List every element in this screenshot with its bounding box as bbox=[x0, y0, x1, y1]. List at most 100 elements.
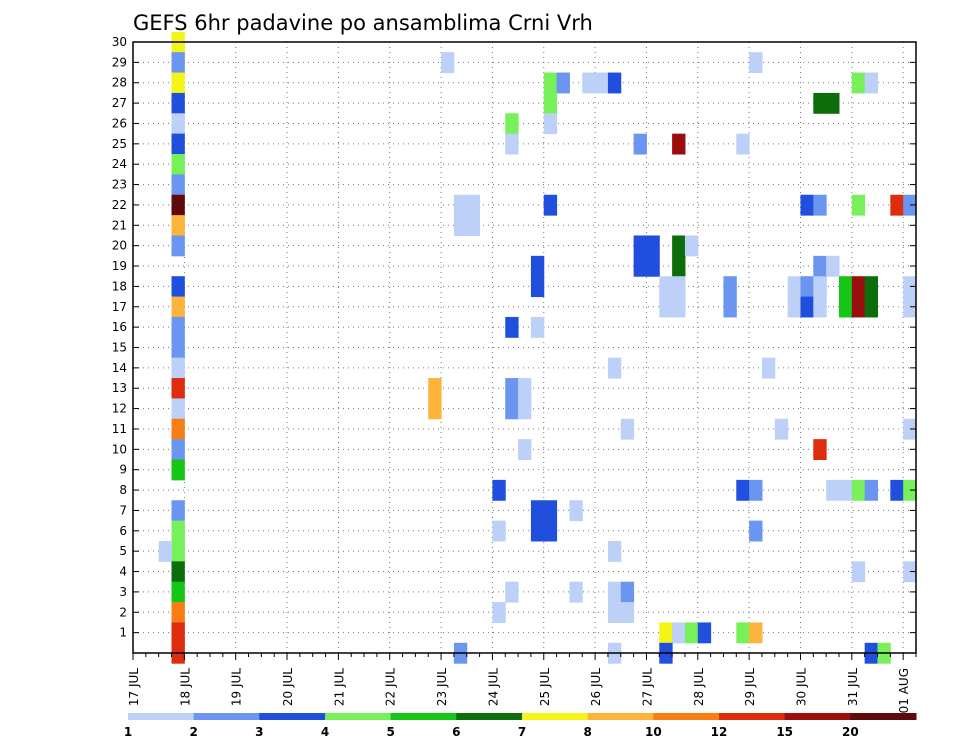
heatmap-cell bbox=[543, 520, 558, 542]
heatmap-cell bbox=[620, 602, 635, 623]
heatmap-cell bbox=[505, 398, 519, 420]
heatmap-cell bbox=[543, 113, 558, 135]
colorbar-label: 7 bbox=[518, 725, 526, 739]
heatmap-cell bbox=[646, 255, 660, 277]
y-tick-label: 11 bbox=[112, 422, 127, 436]
heatmap-cell bbox=[903, 561, 917, 583]
heatmap-cell bbox=[556, 72, 570, 94]
colorbar-label: 5 bbox=[386, 725, 394, 739]
y-tick-label: 14 bbox=[112, 361, 127, 375]
heatmap-cell bbox=[492, 602, 506, 623]
colorbar-label: 2 bbox=[189, 725, 197, 739]
y-tick-label: 5 bbox=[119, 544, 127, 558]
y-tick-label: 16 bbox=[112, 320, 127, 334]
heatmap-cell bbox=[171, 72, 185, 94]
heatmap-cell bbox=[813, 194, 827, 216]
heatmap-cell bbox=[851, 561, 866, 583]
heatmap-cell bbox=[171, 581, 185, 603]
heatmap-cell bbox=[813, 439, 827, 461]
heatmap-cell bbox=[826, 92, 840, 114]
heatmap-cell bbox=[607, 72, 622, 94]
heatmap-cell bbox=[903, 194, 917, 216]
y-tick-label: 18 bbox=[112, 279, 127, 293]
heatmap-cell bbox=[620, 581, 635, 603]
heatmap-cell bbox=[800, 276, 814, 298]
colorbar: 1 2 3 4 5 6 7 8 10 12 15 20 bbox=[124, 713, 917, 739]
heatmap-cell bbox=[505, 581, 519, 603]
heatmap-cell bbox=[543, 194, 558, 216]
heatmap-cell bbox=[813, 255, 827, 277]
grid-lines bbox=[133, 41, 916, 653]
colorbar-swatch bbox=[193, 713, 260, 720]
colorbar-swatch bbox=[259, 713, 326, 720]
heatmap-cell bbox=[441, 52, 455, 74]
heatmap-cell bbox=[672, 622, 686, 644]
heatmap-cell bbox=[453, 194, 468, 216]
colorbar-label: 8 bbox=[583, 725, 591, 739]
x-tick-label: 01 AUG bbox=[897, 668, 911, 713]
heatmap-cell bbox=[723, 276, 737, 298]
x-tick-label: 29 JUL bbox=[743, 668, 757, 706]
x-tick-label: 27 JUL bbox=[640, 668, 654, 706]
colorbar-swatch bbox=[850, 713, 917, 720]
heatmap-cell bbox=[171, 113, 185, 135]
heatmap-cell bbox=[749, 622, 763, 644]
heatmap-cell bbox=[826, 255, 840, 277]
heatmap-cell bbox=[851, 276, 866, 298]
heatmap-cell bbox=[620, 418, 635, 440]
colorbar-swatch bbox=[128, 713, 195, 720]
colorbar-swatch bbox=[719, 713, 786, 720]
x-tick-label: 23 JUL bbox=[435, 668, 449, 706]
colorbar-swatch bbox=[784, 713, 851, 720]
heatmap-cell bbox=[171, 398, 185, 420]
heatmap-cell bbox=[171, 174, 185, 196]
heatmap-cell bbox=[505, 113, 519, 135]
heatmap-cell bbox=[684, 622, 699, 644]
heatmap-cell bbox=[543, 92, 558, 114]
heatmap-cell bbox=[736, 479, 750, 501]
heatmap-cell bbox=[697, 622, 712, 644]
heatmap-cell bbox=[684, 235, 699, 257]
y-tick-label: 22 bbox=[112, 198, 127, 212]
heatmap-cell bbox=[171, 133, 185, 155]
heatmap-cell bbox=[903, 276, 917, 298]
heatmap-cell bbox=[171, 154, 185, 175]
heatmap-cell bbox=[171, 439, 185, 461]
colorbar-label: 1 bbox=[124, 725, 132, 739]
heatmap-cell bbox=[466, 194, 481, 216]
x-tick-label: 20 JUL bbox=[281, 668, 295, 706]
y-tick-label: 21 bbox=[112, 218, 127, 232]
heatmap-cell bbox=[826, 479, 840, 501]
heatmap-cell bbox=[672, 133, 686, 155]
heatmap-cell bbox=[672, 276, 686, 298]
heatmap-cell bbox=[903, 418, 917, 440]
y-tick-label: 7 bbox=[119, 503, 127, 517]
colorbar-swatch bbox=[325, 713, 392, 720]
y-axis: 1234567891011121314151617181920212223242… bbox=[112, 35, 916, 640]
heatmap-cell bbox=[890, 479, 904, 501]
heatmap-cell bbox=[890, 194, 904, 216]
x-tick-label: 28 JUL bbox=[692, 668, 706, 706]
heatmap-cell bbox=[171, 215, 185, 236]
heatmap-cell bbox=[171, 357, 185, 379]
heatmap-cell bbox=[518, 439, 532, 461]
heatmap-cell bbox=[505, 378, 519, 399]
heatmap-cell bbox=[607, 602, 622, 623]
x-axis: 17 JUL 18 JUL 19 JUL 20 JUL 21 JUL 22 JUL 23 J… bbox=[127, 653, 917, 713]
heatmap-cell bbox=[569, 500, 583, 522]
heatmap-cell bbox=[453, 215, 468, 236]
x-tick-label: 18 JUL bbox=[178, 668, 192, 706]
y-tick-label: 9 bbox=[119, 463, 127, 477]
heatmap-cell bbox=[171, 520, 185, 542]
heatmap-cell bbox=[864, 479, 878, 501]
heatmap-cell bbox=[530, 276, 545, 298]
colorbar-swatch bbox=[390, 713, 457, 720]
heatmap-cell bbox=[171, 561, 185, 583]
heatmap-cell bbox=[749, 520, 763, 542]
heatmap-cell bbox=[633, 255, 647, 277]
heatmap-cell bbox=[800, 194, 814, 216]
colorbar-swatch bbox=[522, 713, 589, 720]
heatmap-cell bbox=[428, 398, 442, 420]
heatmap-cell bbox=[171, 296, 185, 318]
